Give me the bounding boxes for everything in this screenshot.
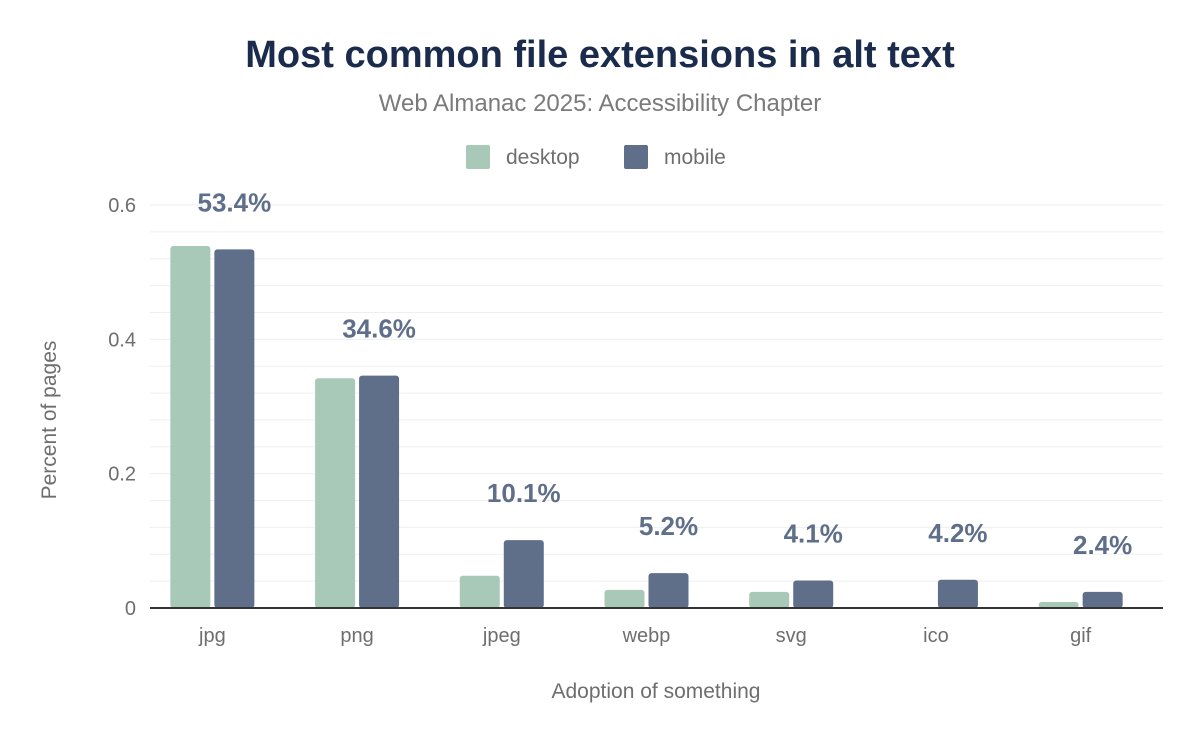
data-label: 5.2% — [639, 511, 698, 541]
bar-desktop-jpeg — [459, 575, 500, 608]
legend-swatch-mobile — [624, 145, 648, 169]
chart-subtitle: Web Almanac 2025: Accessibility Chapter — [378, 90, 822, 117]
y-tick-label: 0.4 — [108, 329, 136, 351]
bar-desktop-jpg — [170, 245, 211, 608]
legend-label-mobile: mobile — [664, 146, 726, 169]
x-tick-label: webp — [622, 625, 671, 647]
x-tick-label: ico — [923, 625, 949, 647]
x-tick-label: jpeg — [482, 625, 521, 647]
bar-desktop-svg — [749, 591, 790, 608]
bar-mobile-png — [359, 375, 400, 608]
data-label: 34.6% — [342, 314, 416, 344]
y-axis-label: Percent of pages — [38, 341, 61, 500]
y-tick-label: 0 — [125, 598, 136, 620]
data-label: 4.1% — [784, 518, 843, 548]
legend-swatch-desktop — [466, 145, 490, 169]
data-label: 10.1% — [487, 478, 561, 508]
bar-desktop-png — [315, 378, 356, 608]
bar-desktop-webp — [604, 589, 645, 608]
bar-mobile-ico — [937, 579, 978, 608]
x-tick-label: jpg — [198, 625, 226, 647]
bar-mobile-webp — [648, 573, 689, 608]
data-label: 2.4% — [1073, 530, 1132, 560]
bar-mobile-gif — [1082, 591, 1123, 608]
bar-desktop-gif — [1038, 601, 1079, 608]
legend-label-desktop: desktop — [506, 146, 580, 169]
bar-mobile-jpg — [214, 249, 255, 608]
x-tick-label: gif — [1070, 625, 1092, 647]
chart-title: Most common file extensions in alt text — [245, 34, 955, 76]
data-label: 4.2% — [928, 518, 987, 548]
x-tick-label: png — [340, 625, 373, 647]
y-tick-label: 0.2 — [108, 464, 136, 486]
y-tick-label: 0.6 — [108, 195, 136, 217]
x-tick-label: svg — [776, 625, 807, 647]
x-axis-label: Adoption of something — [552, 680, 761, 703]
bar-mobile-svg — [793, 580, 834, 608]
data-label: 53.4% — [197, 187, 271, 217]
bar-mobile-jpeg — [503, 540, 544, 608]
